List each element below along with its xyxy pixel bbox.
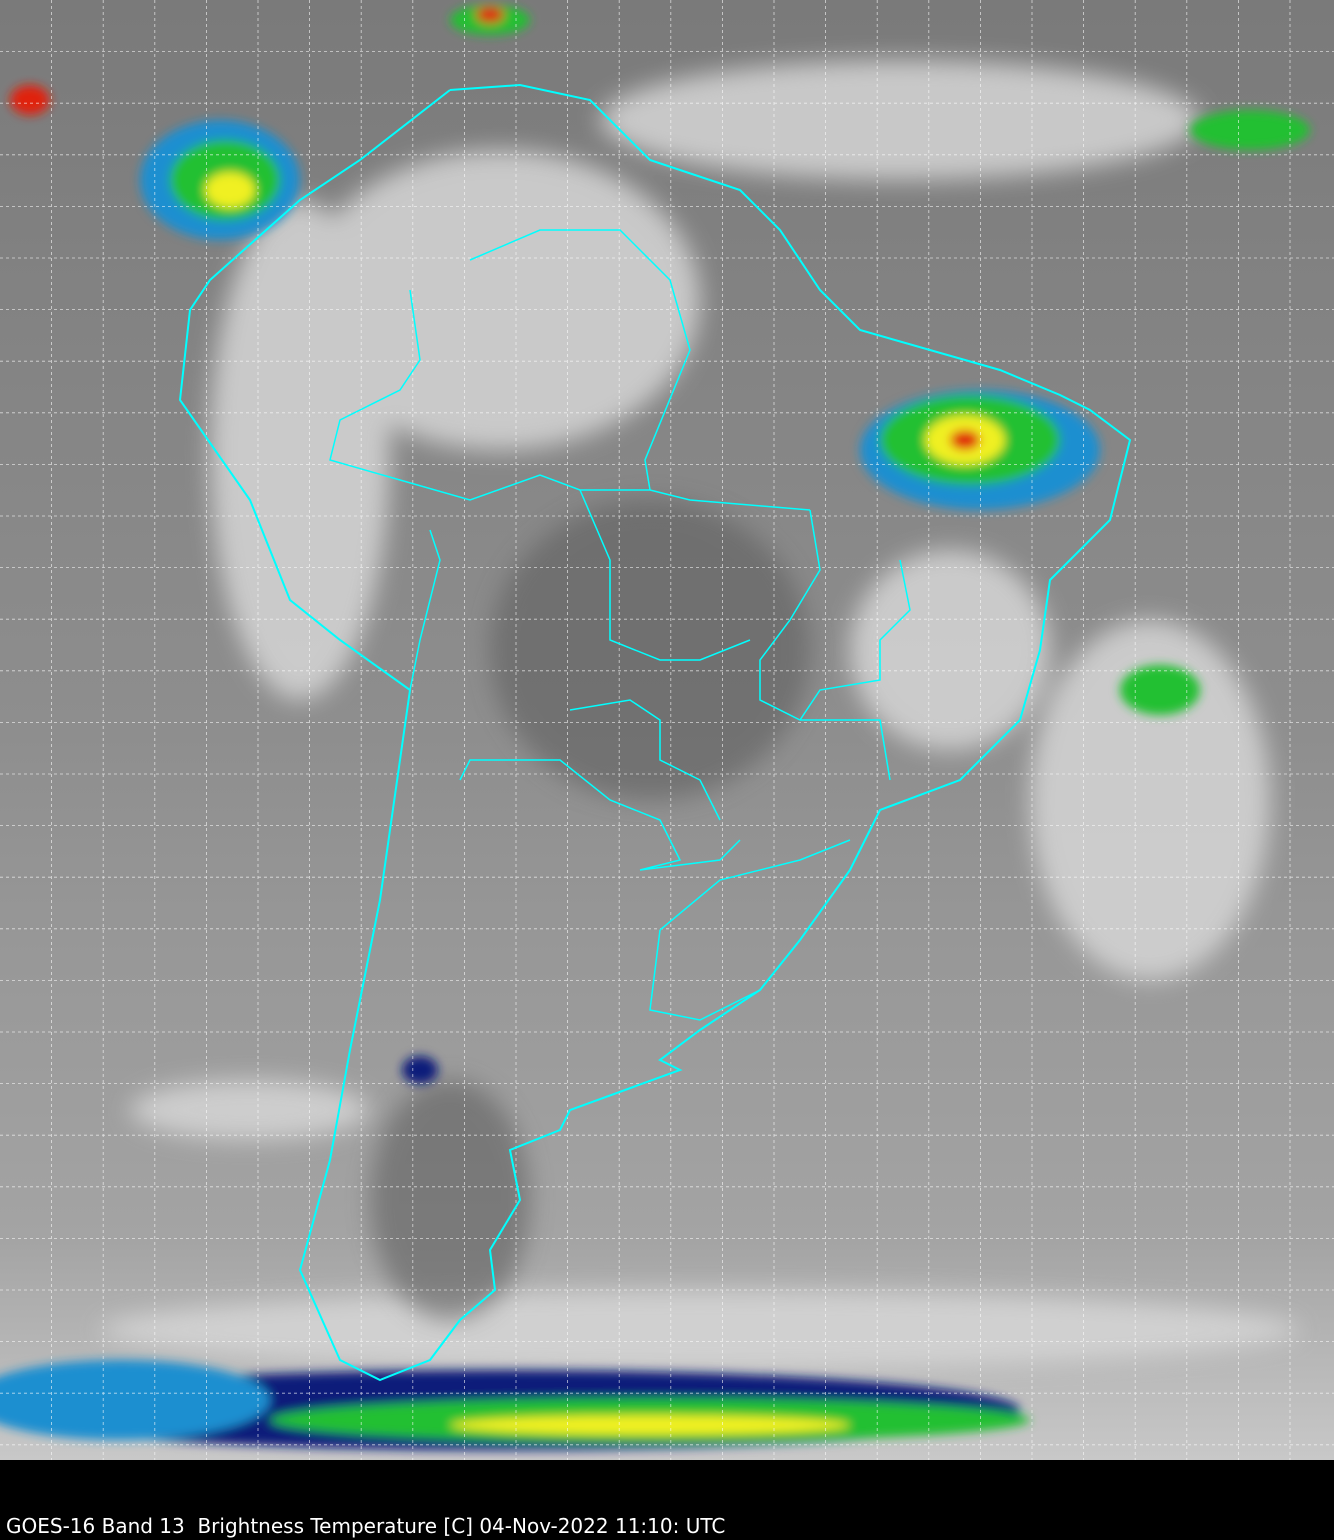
- image-caption: GOES-16 Band 13 Brightness Temperature […: [6, 1514, 726, 1538]
- satellite-image: [0, 0, 1334, 1460]
- convection-cells: [0, 5, 1310, 1450]
- country-borders: [329, 229, 911, 1021]
- south-america-coastline: [178, 83, 1132, 1382]
- land-darker: [370, 500, 810, 1320]
